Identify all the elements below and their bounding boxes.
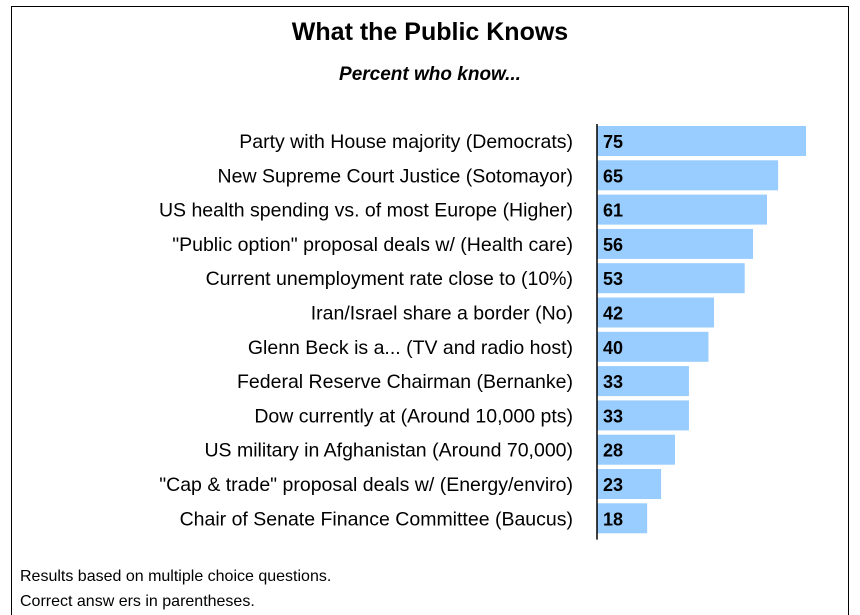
category-label-11: Chair of Senate Finance Committee (Baucu… (180, 508, 573, 530)
bar-8 (597, 400, 689, 431)
value-label-9: 28 (603, 441, 623, 461)
value-label-1: 65 (603, 166, 623, 186)
category-label-3: "Public option" proposal deals w/ (Healt… (172, 234, 573, 256)
footnote-1: Results based on multiple choice questio… (20, 568, 332, 585)
value-label-8: 33 (603, 406, 623, 426)
category-label-1: New Supreme Court Justice (Sotomayor) (218, 165, 573, 187)
bar-4 (597, 263, 745, 294)
value-label-7: 33 (603, 372, 623, 392)
value-label-6: 40 (603, 338, 623, 358)
bar-11 (597, 503, 648, 534)
footnote-2: Correct answ ers in parentheses. (20, 593, 255, 610)
category-label-8: Dow currently at (Around 10,000 pts) (254, 405, 573, 427)
value-label-0: 75 (603, 132, 623, 152)
bar-2 (597, 194, 767, 225)
category-label-2: US health spending vs. of most Europe (H… (159, 200, 573, 222)
value-label-5: 42 (603, 304, 623, 324)
bar-1 (597, 160, 779, 191)
category-label-10: "Cap & trade" proposal deals w/ (Energy/… (159, 474, 573, 496)
value-label-3: 56 (603, 235, 623, 255)
value-label-11: 18 (603, 509, 623, 529)
category-label-4: Current unemployment rate close to (10%) (206, 268, 573, 290)
value-label-10: 23 (603, 475, 623, 495)
bar-5 (597, 297, 715, 328)
bar-7 (597, 366, 689, 397)
category-label-0: Party with House majority (Democrats) (239, 131, 573, 153)
category-label-7: Federal Reserve Chairman (Bernanke) (237, 371, 573, 393)
bar-6 (597, 331, 709, 362)
chart-subtitle: Percent who know... (339, 64, 521, 85)
value-label-4: 53 (603, 269, 623, 289)
category-label-6: Glenn Beck is a... (TV and radio host) (248, 337, 573, 359)
category-label-9: US military in Afghanistan (Around 70,00… (204, 440, 573, 462)
bar-10 (597, 469, 662, 499)
bar-3 (597, 228, 754, 259)
category-label-5: Iran/Israel share a border (No) (311, 303, 573, 325)
bar-9 (597, 434, 676, 465)
bar-0 (597, 126, 806, 156)
value-label-2: 61 (603, 201, 623, 221)
chart-title: What the Public Knows (291, 18, 569, 46)
